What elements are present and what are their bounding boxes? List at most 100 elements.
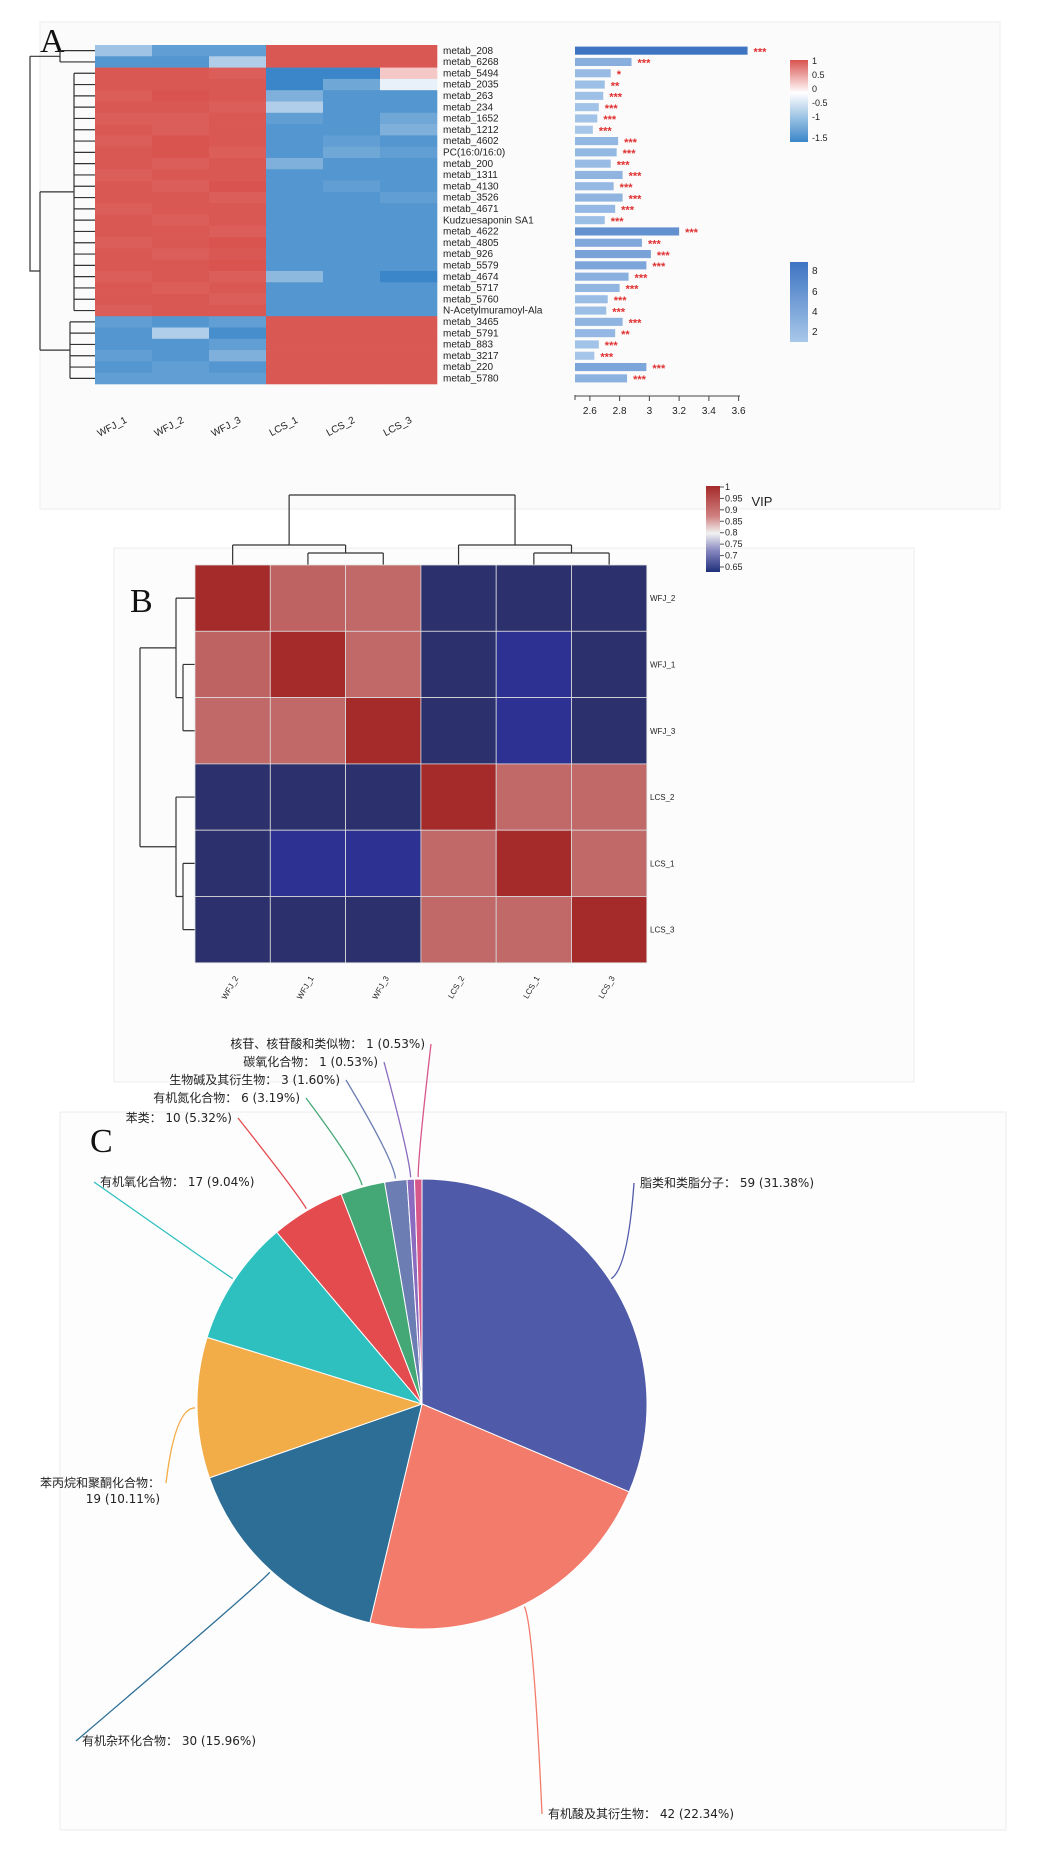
panel-a-row-dendrogram [29,50,95,379]
vip-bar [575,91,604,100]
heatmap-a-cell [266,135,324,147]
heatmap-b-cell [269,564,346,632]
vip-legend-tick: 6 [812,287,818,298]
panel-b-row-labels: WFJ_2 WFJ_1 WFJ_3 LCS_2 LCS_1 LCS_3 [650,594,676,935]
heatmap-a-cell [209,304,267,317]
heatmap-a-cell [323,101,381,114]
heatmap-a-row-label: metab_1212 [443,125,499,136]
heatmap-a-cell [209,112,267,125]
heatmap-a-cell [266,271,324,283]
pie-slice-label: 脂类和类脂分子： 59 (31.38%) [640,1175,814,1190]
heatmap-a-cell [152,237,210,249]
pie-leader-line [610,1182,635,1280]
panel-b-color-legend: 10.95 0.90.85 0.80.75 0.70.65 [706,482,743,572]
vip-significance-label: *** [685,227,699,239]
heatmap-a-cell [380,135,438,147]
heatmap-a-row-label: metab_883 [443,340,493,351]
pie-slice [208,1403,423,1624]
heatmap-a-cell [266,180,324,193]
heat-legend-tick: 0 [812,84,817,94]
panel-a-heat-legend: 1 0.5 0 -0.5 -1 -1.5 [790,56,828,143]
heatmap-a-cell [152,293,210,306]
heatmap-a-cell [209,180,267,193]
heatmap-a-cell [266,45,324,57]
heatmap-b-cell [194,763,271,831]
heatmap-b-row-label: WFJ_1 [650,660,676,669]
pie-slice-label: 苯丙烷和聚酮化合物： [40,1475,160,1490]
heatmap-b-cell [345,564,422,632]
heatmap-a-cell [266,372,324,385]
heatmap-a-cell [95,271,153,283]
heatmap-a-cell [209,191,267,204]
heatmap-b-cell [420,829,497,897]
vip-bar [575,193,623,202]
heatmap-a-cell [152,135,210,147]
heatmap-b-cell [571,564,648,632]
pie-slice-label: 有机氧化合物： 17 (9.04%) [100,1174,254,1189]
heatmap-a-row-label: metab_5579 [443,261,499,272]
heatmap-a-cell [323,282,381,294]
heatmap-a-cell [152,271,210,283]
heatmap-a-cell [95,124,153,136]
heatmap-a-cell [380,56,438,68]
pie-slice-label: 有机氮化合物： 6 (3.19%) [153,1090,300,1105]
heatmap-a-cell [152,214,210,227]
vip-significance-label: *** [629,171,643,183]
heatmap-a-cell [209,225,267,238]
heatmap-a-cell [380,169,438,181]
heatmap-a-cell [209,169,267,181]
panel-c-pie-labels: 脂类和类脂分子： 59 (31.38%) 有机酸及其衍生物： 42 (22.34%… [40,1036,814,1821]
heat-legend-tick: -0.5 [812,98,828,108]
heatmap-a-cell [152,203,210,215]
heatmap-a-cell [209,101,267,114]
heatmap-a-cell [209,282,267,294]
vip-bar [575,170,623,179]
heatmap-b-legend-tick: 0.75 [725,539,743,549]
heatmap-a-row-label: metab_4671 [443,204,499,215]
heatmap-b-cell [420,697,497,765]
vip-significance-label: *** [638,58,652,70]
heatmap-a-row-label: PC(16:0/16:0) [443,148,505,159]
pie-leader-line [75,1571,271,1742]
panel-a-heatmap [95,45,438,385]
heatmap-a-cell [380,259,438,272]
heatmap-b-row-label: LCS_1 [650,859,675,868]
heatmap-a-cell [95,248,153,260]
heatmap-a-cell [95,225,153,238]
heatmap-b-cell [194,564,271,632]
vip-significance-label: *** [635,272,649,284]
vip-bar [575,159,611,168]
heatmap-a-cell [152,248,210,260]
heatmap-a-cell [266,237,324,249]
vip-significance-label: *** [611,216,625,228]
vip-axis-tick-label: 3 [647,406,653,417]
heatmap-a-cell [323,112,381,125]
vip-bar [575,204,616,213]
vip-significance-label: *** [624,137,638,149]
vip-bar [575,238,642,247]
heatmap-a-cell [323,169,381,181]
heatmap-a-cell [95,101,153,114]
pie-slice [206,1231,424,1405]
heatmap-a-cell [323,135,381,147]
heatmap-b-cell [495,896,572,964]
heatmap-a-cell [152,124,210,136]
heatmap-a-row-label: metab_3217 [443,351,499,362]
heatmap-a-cell [380,112,438,125]
heatmap-b-cell [495,630,572,698]
heatmap-a-cell [152,112,210,125]
heatmap-b-legend-bar [706,486,720,572]
pie-leader-line [383,1061,412,1178]
heatmap-a-cell [380,90,438,102]
heatmap-a-cell [323,45,381,57]
heatmap-a-cell [209,350,267,362]
heatmap-a-cell [209,124,267,136]
heatmap-a-cell [95,316,153,328]
heatmap-a-cell [323,350,381,362]
heatmap-a-cell [209,259,267,272]
heatmap-a-cell [95,372,153,385]
heatmap-a-cell [209,203,267,215]
heatmap-a-cell [266,90,324,102]
pie-slice-label: 苯类： 10 (5.32%) [126,1111,232,1125]
heatmap-a-cell [95,45,153,57]
